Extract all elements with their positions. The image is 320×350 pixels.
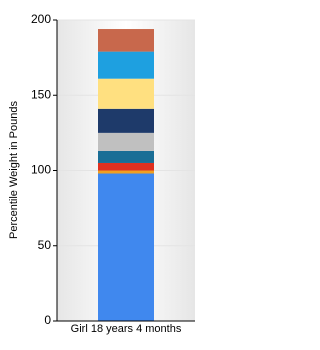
x-tick-label: Girl 18 years 4 months xyxy=(71,323,182,335)
bar-segment xyxy=(98,78,154,109)
bar-segment xyxy=(98,170,154,174)
y-tick-label: 200 xyxy=(31,12,51,26)
bar-segment xyxy=(98,173,154,321)
y-tick-label: 50 xyxy=(38,238,52,252)
chart: Percentile Weight in Pounds 0 50 100 150 200… xyxy=(8,12,195,335)
bar-segment xyxy=(98,51,154,79)
y-tick-label: 150 xyxy=(31,87,51,101)
y-tick-label: 0 xyxy=(44,313,51,327)
y-axis-label: Percentile Weight in Pounds xyxy=(8,101,20,239)
bar-segment xyxy=(98,108,154,133)
y-tick-label: 100 xyxy=(31,163,51,177)
bar-segment xyxy=(98,132,154,151)
bar-segment xyxy=(98,150,154,163)
bar-segment xyxy=(98,29,154,52)
bar-segment xyxy=(98,162,154,171)
